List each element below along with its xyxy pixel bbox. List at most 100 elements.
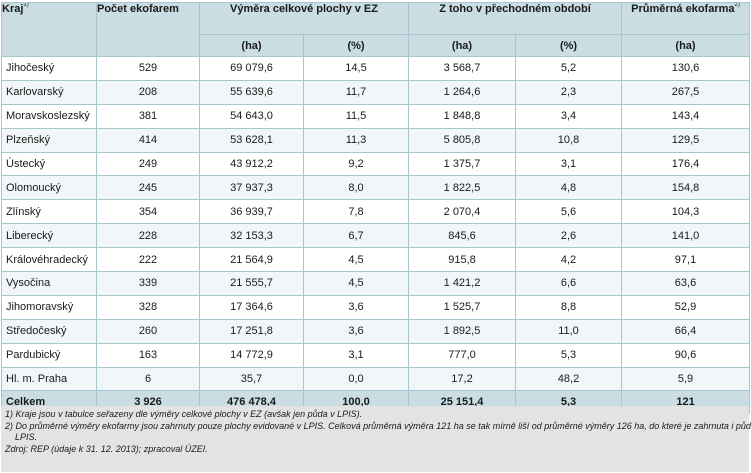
cell-po-pct: 4,2 [514,247,623,273]
table-row: Hl. m. Praha 6 35,7 0,0 17,2 48,2 5,9 [1,366,751,392]
table-row: Karlovarský 208 55 639,6 11,7 1 264,6 2,3 267,… [1,79,751,105]
cell-po-ha: 3 568,7 [408,56,516,81]
cell-avg: 66,4 [621,318,751,344]
cell-pct: 0,0 [303,366,409,392]
cell-po-ha: 1 892,5 [408,318,516,344]
cell-po-pct: 2,6 [514,223,623,249]
header-pocet: Počet ekofarem [96,2,200,57]
cell-po-pct: 5,6 [514,199,623,225]
cell-po-pct: 11,0 [514,318,623,344]
table-row: Jihočeský 529 69 079,6 14,5 3 568,7 5,2 130,6 [1,56,751,81]
cell-kraj: Královéhradecký [1,247,97,273]
cell-pocet: 260 [96,318,200,344]
cell-po-ha: 17,2 [408,366,516,392]
cell-avg: 5,9 [621,366,751,392]
cell-ha: 37 937,3 [199,175,304,201]
cell-po-pct: 48,2 [514,366,623,392]
cell-pocet: 381 [96,103,200,129]
cell-po-ha: 1 375,7 [408,151,516,177]
cell-pct: 3,1 [303,342,409,368]
cell-pct: 8,0 [303,175,409,201]
cell-avg: 63,6 [621,271,751,296]
ekofarmy-table: Kraj1) Počet ekofarem Výměra celkové plo… [1,2,751,415]
cell-kraj: Zlínský [1,199,97,225]
cell-kraj: Pardubický [1,342,97,368]
cell-ha: 32 153,3 [199,223,304,249]
cell-ha: 69 079,6 [199,56,304,81]
cell-po-ha: 777,0 [408,342,516,368]
cell-avg: 267,5 [621,79,751,105]
cell-po-ha: 1 264,6 [408,79,516,105]
cell-pct: 4,5 [303,271,409,296]
cell-ha: 54 643,0 [199,103,304,129]
table-row: Plzeňský 414 53 628,1 11,3 5 805,8 10,8 129,5 [1,127,751,153]
cell-po-ha: 2 070,4 [408,199,516,225]
footnote-1: 1) Kraje jsou v tabulce seřazeny dle vým… [5,409,363,419]
cell-ha: 21 564,9 [199,247,304,273]
cell-pocet: 245 [96,175,200,201]
cell-ha: 35,7 [199,366,304,392]
footnote-2: 2) Do průměrné výměry ekofarmy jsou zahr… [5,420,751,431]
cell-pocet: 339 [96,271,200,296]
cell-pct: 4,5 [303,247,409,273]
cell-pct: 3,6 [303,318,409,344]
header-row: Kraj1) Počet ekofarem Výměra celkové plo… [1,2,751,57]
cell-ha: 14 772,9 [199,342,304,368]
cell-po-ha: 845,6 [408,223,516,249]
cell-kraj: Plzeňský [1,127,97,153]
cell-pocet: 163 [96,342,200,368]
cell-pct: 11,3 [303,127,409,153]
unit-pct: (%) [514,34,623,57]
cell-kraj: Vysočina [1,271,97,296]
cell-po-ha: 1 822,5 [408,175,516,201]
cell-kraj: Liberecký [1,223,97,249]
cell-pocet: 208 [96,79,200,105]
cell-ha: 53 628,1 [199,127,304,153]
table-row: Královéhradecký 222 21 564,9 4,5 915,8 4,2 97,… [1,247,751,273]
table-row: Pardubický 163 14 772,9 3,1 777,0 5,3 90,6 [1,342,751,368]
cell-pocet: 6 [96,366,200,392]
cell-po-pct: 5,3 [514,342,623,368]
table-row: Vysočina 339 21 555,7 4,5 1 421,2 6,6 63,6 [1,271,751,296]
table-row: Jihomoravský 328 17 364,6 3,6 1 525,7 8,8 52,9 [1,294,751,320]
cell-po-ha: 1 421,2 [408,271,516,296]
cell-ha: 43 912,2 [199,151,304,177]
cell-po-ha: 1 525,7 [408,294,516,320]
header-ztoho: Z toho v přechodném období [407,2,623,35]
cell-avg: 141,0 [621,223,751,249]
cell-po-ha: 1 848,8 [408,103,516,129]
cell-avg: 90,6 [621,342,751,368]
cell-pocet: 529 [96,56,200,81]
header-vymera: Výměra celkové plochy v EZ [199,2,409,35]
cell-po-pct: 3,1 [514,151,623,177]
cell-pocet: 249 [96,151,200,177]
cell-po-pct: 4,8 [514,175,623,201]
cell-kraj: Jihomoravský [1,294,97,320]
cell-pocet: 222 [96,247,200,273]
cell-po-pct: 10,8 [514,127,623,153]
cell-kraj: Středočeský [1,318,97,344]
cell-po-pct: 3,4 [514,103,623,129]
cell-pct: 11,5 [303,103,409,129]
units-row: (ha) (%) (ha) (%) (ha) [2,34,751,57]
cell-pct: 14,5 [303,56,409,81]
table-row: Liberecký 228 32 153,3 6,7 845,6 2,6 141,0 [1,223,751,249]
cell-pct: 11,7 [303,79,409,105]
cell-po-ha: 915,8 [408,247,516,273]
header-kraj: Kraj1) [1,2,97,57]
table-row: Zlínský 354 36 939,7 7,8 2 070,4 5,6 104,3 [1,199,751,225]
cell-pct: 6,7 [303,223,409,249]
cell-po-ha: 5 805,8 [408,127,516,153]
source-note: Zdroj: REP (údaje k 31. 12. 2013); zprac… [5,443,208,454]
unit-ha: (ha) [408,34,516,57]
cell-kraj: Jihočeský [1,56,97,81]
cell-avg: 97,1 [621,247,751,273]
cell-po-pct: 8,8 [514,294,623,320]
cell-avg: 104,3 [621,199,751,225]
cell-avg: 129,5 [621,127,751,153]
cell-ha: 17 364,6 [199,294,304,320]
cell-pct: 9,2 [303,151,409,177]
cell-ha: 36 939,7 [199,199,304,225]
cell-po-pct: 5,2 [514,56,623,81]
